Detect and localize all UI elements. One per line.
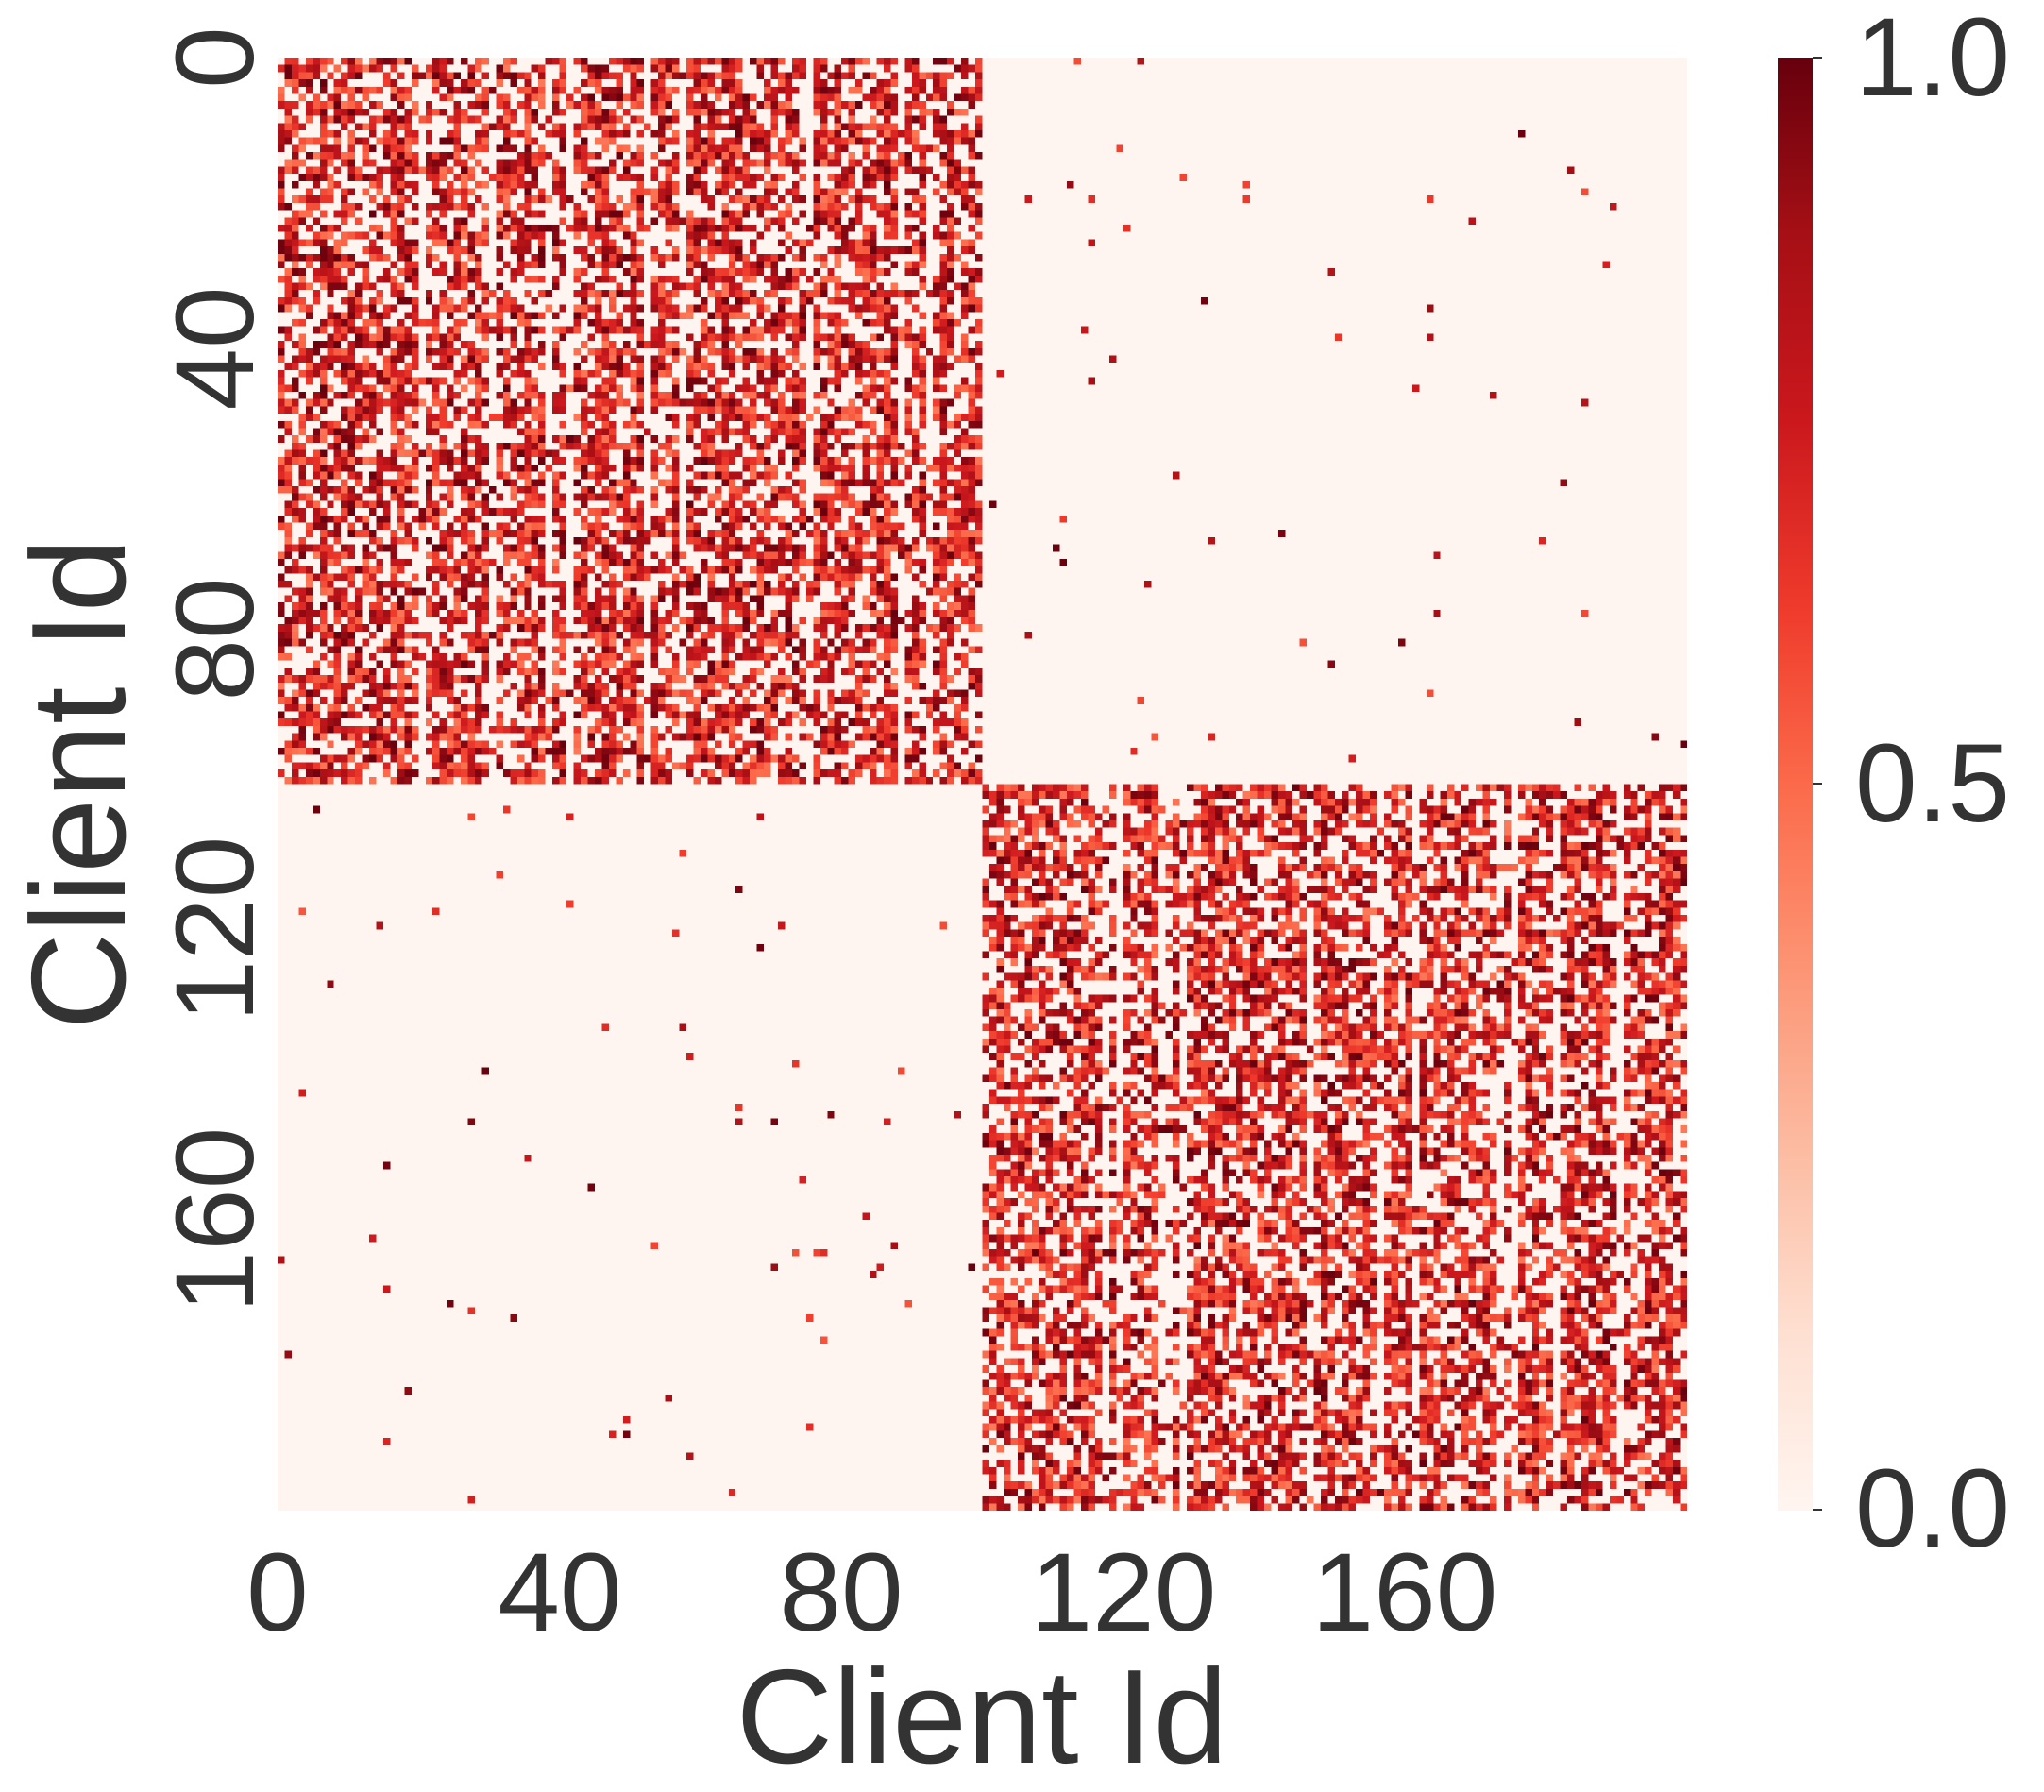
x-tick-label: 40	[498, 1530, 622, 1655]
colorbar-tick-mark	[1813, 1509, 1822, 1511]
heatmap-grid	[278, 58, 1687, 1511]
y-tick-label: 80	[153, 576, 278, 702]
y-tick-label: 160	[153, 1126, 278, 1313]
colorbar-tick-label: 0.0	[1855, 1446, 2011, 1571]
colorbar-tick-mark	[1813, 57, 1822, 59]
x-tick-label: 0	[246, 1530, 309, 1655]
y-tick-label: 120	[153, 836, 278, 1023]
x-tick-label: 80	[779, 1530, 904, 1655]
colorbar-tick-label: 1.0	[1855, 0, 2011, 120]
colorbar-tick-mark	[1813, 783, 1822, 785]
x-tick-label: 160	[1311, 1530, 1498, 1655]
x-axis-label: Client Id	[735, 1642, 1228, 1792]
colorbar-tick-label: 0.5	[1855, 721, 2011, 846]
colorbar	[1778, 58, 1813, 1511]
y-axis-label: Client Id	[4, 537, 154, 1030]
y-tick-label: 40	[153, 286, 278, 411]
y-tick-label: 0	[153, 26, 278, 89]
x-tick-label: 120	[1030, 1530, 1217, 1655]
